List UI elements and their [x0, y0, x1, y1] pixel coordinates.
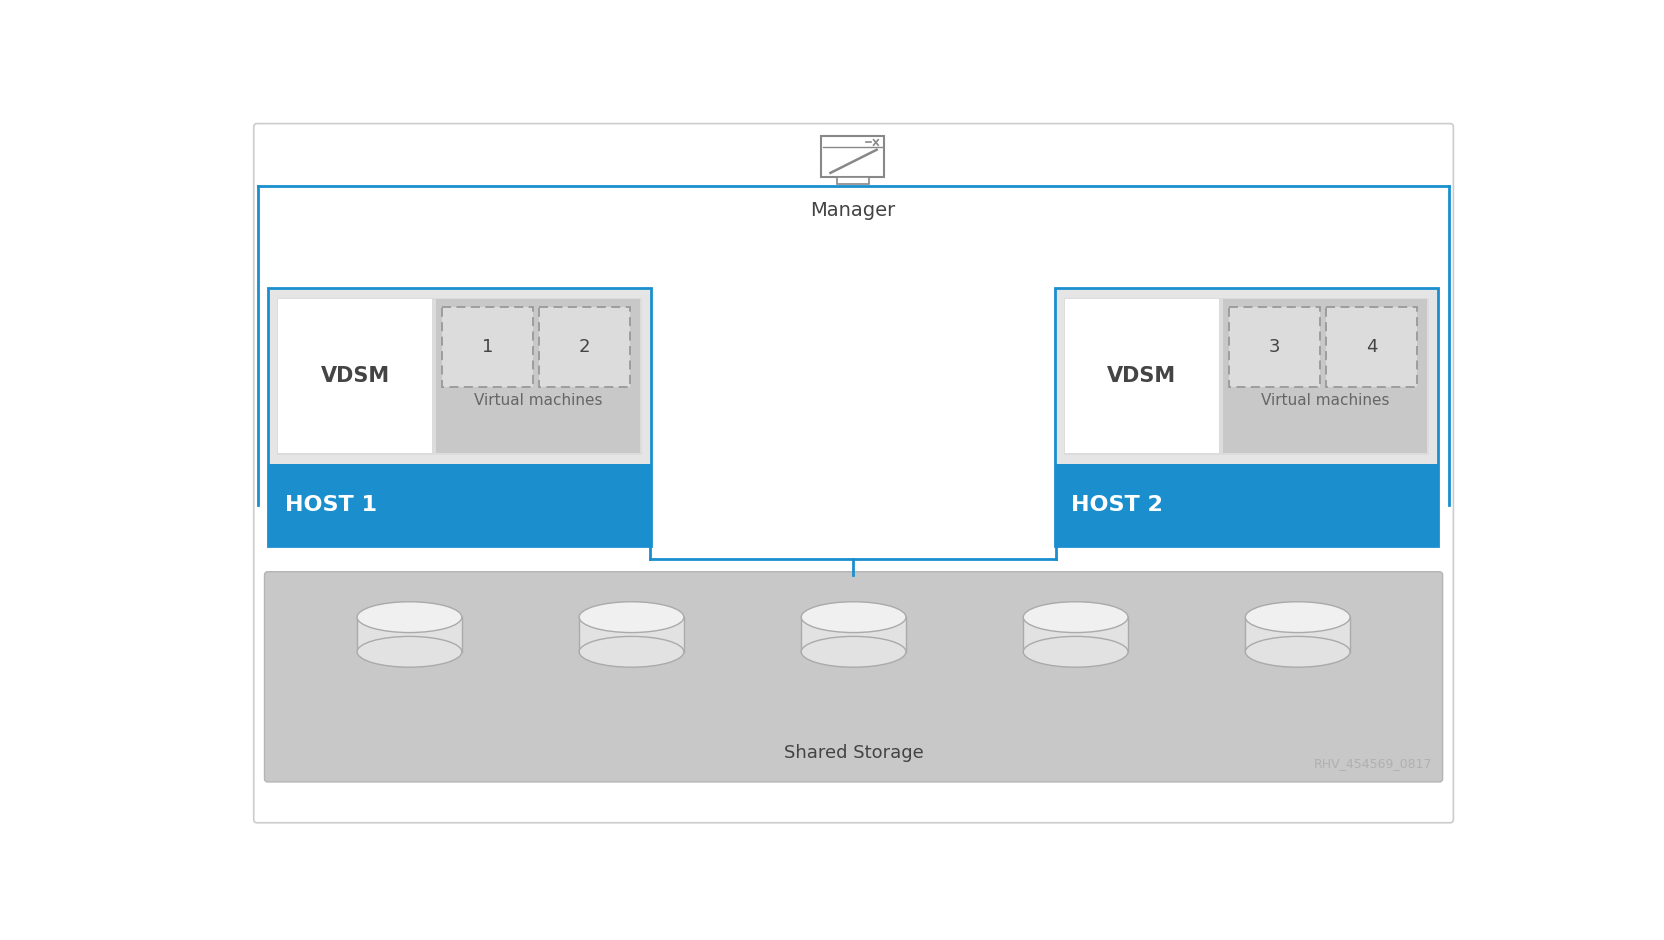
- Text: 4: 4: [1366, 337, 1378, 356]
- Text: Manager: Manager: [810, 200, 895, 220]
- FancyBboxPatch shape: [1055, 289, 1438, 546]
- Ellipse shape: [358, 602, 463, 633]
- Bar: [579, 618, 684, 651]
- Bar: [268, 463, 651, 546]
- Ellipse shape: [1245, 636, 1350, 667]
- Bar: [1055, 463, 1438, 546]
- FancyBboxPatch shape: [253, 123, 1453, 822]
- Ellipse shape: [1245, 602, 1350, 633]
- Bar: [1023, 618, 1128, 651]
- Text: RHV_454569_0817: RHV_454569_0817: [1313, 757, 1431, 770]
- Ellipse shape: [800, 636, 905, 667]
- Text: Shared Storage: Shared Storage: [784, 744, 924, 762]
- Text: VDSM: VDSM: [1107, 366, 1176, 386]
- Ellipse shape: [800, 602, 905, 633]
- Text: VDSM: VDSM: [321, 366, 389, 386]
- Text: HOST 1: HOST 1: [285, 495, 376, 515]
- Text: 1: 1: [483, 337, 494, 356]
- Bar: [800, 618, 905, 651]
- FancyBboxPatch shape: [443, 306, 532, 387]
- Ellipse shape: [579, 636, 684, 667]
- FancyBboxPatch shape: [265, 572, 1443, 782]
- FancyBboxPatch shape: [822, 136, 884, 177]
- Bar: [278, 299, 431, 453]
- Text: Virtual machines: Virtual machines: [1261, 393, 1389, 408]
- Bar: [1223, 299, 1428, 453]
- Text: 2: 2: [579, 337, 591, 356]
- Ellipse shape: [1023, 636, 1128, 667]
- FancyBboxPatch shape: [539, 306, 631, 387]
- Bar: [436, 299, 641, 453]
- Bar: [1063, 298, 1429, 455]
- Text: Virtual machines: Virtual machines: [474, 393, 602, 408]
- Ellipse shape: [579, 602, 684, 633]
- FancyBboxPatch shape: [1326, 306, 1418, 387]
- Bar: [1245, 618, 1350, 651]
- FancyBboxPatch shape: [268, 289, 651, 546]
- Ellipse shape: [1023, 602, 1128, 633]
- FancyBboxPatch shape: [1230, 306, 1320, 387]
- Text: 3: 3: [1270, 337, 1281, 356]
- Ellipse shape: [358, 636, 463, 667]
- Bar: [358, 618, 463, 651]
- Bar: [1065, 299, 1218, 453]
- FancyBboxPatch shape: [837, 177, 869, 184]
- Text: HOST 2: HOST 2: [1072, 495, 1163, 515]
- Bar: [276, 298, 642, 455]
